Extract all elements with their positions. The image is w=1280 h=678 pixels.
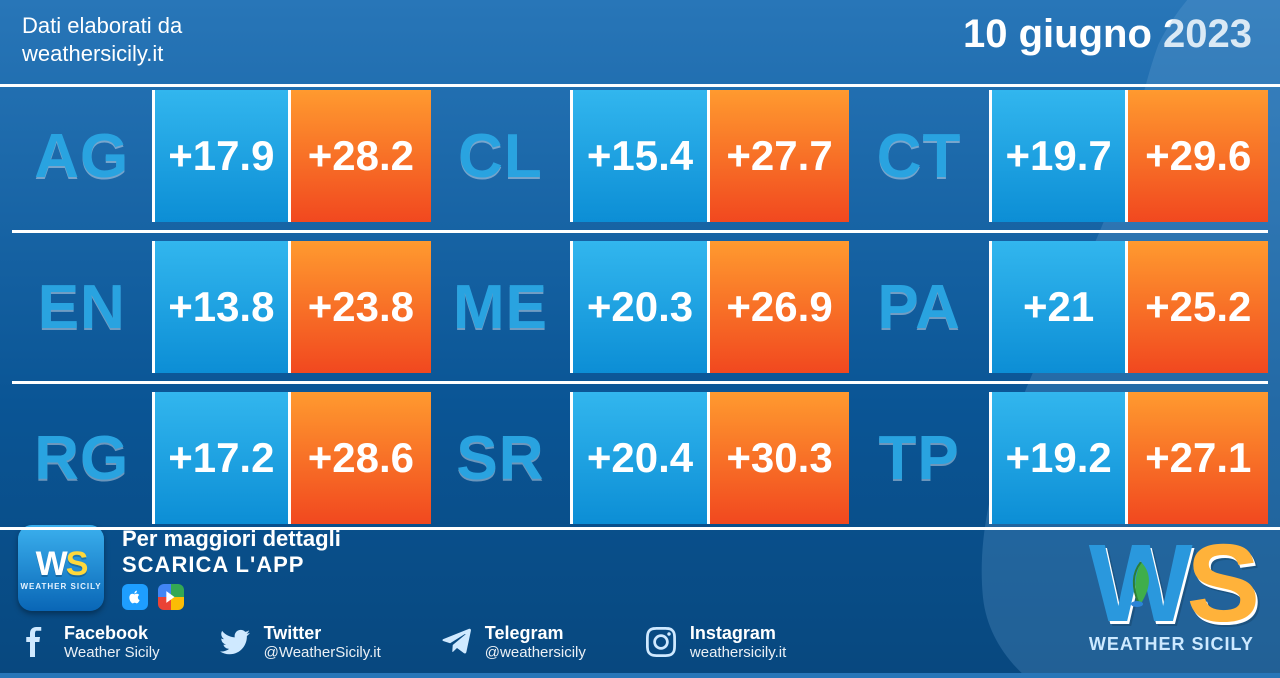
social-handle: weathersicily.it — [690, 644, 786, 661]
province-code: EN — [12, 241, 152, 373]
instagram-icon — [644, 625, 678, 659]
social-links: Facebook Weather Sicily Twitter @Weather… — [18, 623, 1050, 661]
temp-high: +25.2 — [1128, 241, 1268, 373]
temp-low: +17.9 — [152, 90, 292, 222]
app-promo: WS WEATHER SICILY Per maggiori dettagli … — [18, 525, 1260, 611]
ws-app-icon-sub: WEATHER SICILY — [20, 582, 101, 591]
temp-low: +20.3 — [570, 241, 710, 373]
social-name: Instagram — [690, 623, 786, 644]
app-promo-line2: SCARICA L'APP — [122, 552, 341, 578]
facebook-icon — [18, 625, 52, 659]
social-instagram[interactable]: Instagram weathersicily.it — [644, 623, 786, 661]
temp-low: +21 — [989, 241, 1129, 373]
social-handle: @WeatherSicily.it — [264, 644, 381, 661]
row-divider — [0, 84, 1280, 87]
temp-high: +28.2 — [291, 90, 431, 222]
weather-sicily-logo: WS WEATHER SICILY — [1089, 540, 1254, 655]
temp-high: +27.1 — [1128, 392, 1268, 524]
province-code: CT — [849, 90, 989, 222]
row-divider — [12, 381, 1268, 384]
temp-high: +29.6 — [1128, 90, 1268, 222]
social-name: Twitter — [264, 623, 381, 644]
province-code: PA — [849, 241, 989, 373]
social-facebook[interactable]: Facebook Weather Sicily — [18, 623, 160, 661]
logo-subtitle: WEATHER SICILY — [1089, 634, 1254, 655]
row-divider — [12, 230, 1268, 233]
credit-line2: weathersicily.it — [22, 40, 182, 68]
credit-line1: Dati elaborati da — [22, 12, 182, 40]
temp-low: +19.2 — [989, 392, 1129, 524]
social-twitter[interactable]: Twitter @WeatherSicily.it — [218, 623, 381, 661]
twitter-icon — [218, 625, 252, 659]
play-store-icon[interactable] — [158, 584, 184, 610]
header: Dati elaborati da weathersicily.it 10 gi… — [0, 0, 1280, 75]
temp-low: +20.4 — [570, 392, 710, 524]
temp-low: +15.4 — [570, 90, 710, 222]
social-name: Telegram — [485, 623, 586, 644]
row-divider — [0, 527, 1280, 530]
temp-high: +30.3 — [710, 392, 850, 524]
temp-high: +23.8 — [291, 241, 431, 373]
ws-app-icon[interactable]: WS WEATHER SICILY — [18, 525, 104, 611]
temp-high: +28.6 — [291, 392, 431, 524]
social-handle: @weathersicily — [485, 644, 586, 661]
province-code: AG — [12, 90, 152, 222]
province-code: ME — [431, 241, 571, 373]
temp-low: +17.2 — [152, 392, 292, 524]
social-name: Facebook — [64, 623, 160, 644]
leaf-icon — [1123, 560, 1159, 613]
header-date: 10 giugno 2023 — [963, 12, 1252, 57]
province-code: SR — [431, 392, 571, 524]
temp-high: +26.9 — [710, 241, 850, 373]
app-store-icon[interactable] — [122, 584, 148, 610]
telegram-icon — [439, 625, 473, 659]
province-code: RG — [12, 392, 152, 524]
social-telegram[interactable]: Telegram @weathersicily — [439, 623, 586, 661]
province-code: TP — [849, 392, 989, 524]
temperature-grid: AG+17.9+28.2CL+15.4+27.7CT+19.7+29.6EN+1… — [0, 90, 1280, 524]
province-code: CL — [431, 90, 571, 222]
social-handle: Weather Sicily — [64, 644, 160, 661]
temp-high: +27.7 — [710, 90, 850, 222]
temp-low: +13.8 — [152, 241, 292, 373]
temp-low: +19.7 — [989, 90, 1129, 222]
